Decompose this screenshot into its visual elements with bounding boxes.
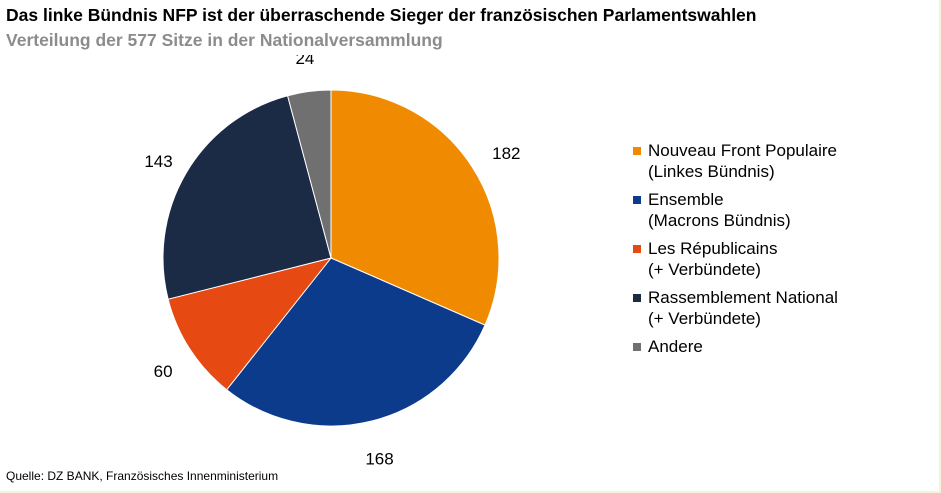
legend-item: Rassemblement National (+ Verbündete) <box>633 287 838 329</box>
chart-subtitle: Verteilung der 577 Sitze in der National… <box>6 30 443 50</box>
legend-label: Nouveau Front Populaire <box>648 141 838 160</box>
legend-label: Rassemblement National <box>648 288 838 307</box>
pie-slice <box>286 89 332 259</box>
legend-label: (Linkes Bündnis) <box>648 162 775 181</box>
slice-value-label: 143 <box>144 152 172 171</box>
legend-item: Les Républicains (+ Verbündete) <box>633 238 838 280</box>
legend-swatch <box>633 245 641 253</box>
pie-slice <box>330 89 500 326</box>
legend-label: (+ Verbündete) <box>648 309 761 328</box>
legend-label: Ensemble <box>648 190 724 209</box>
legend-swatch <box>633 294 641 302</box>
legend-label: Andere <box>648 337 703 356</box>
pie-slice <box>226 257 486 427</box>
legend-swatch <box>633 147 641 155</box>
legend-item: Nouveau Front Populaire (Linkes Bündnis) <box>633 140 838 182</box>
slice-value-label: 60 <box>154 362 173 381</box>
legend-label: (Macrons Bündnis) <box>648 211 791 230</box>
pie-slice <box>162 95 332 300</box>
pie-chart: 182 168 60 143 24 <box>144 55 520 465</box>
slice-value-label: 182 <box>492 144 520 163</box>
legend-item: Ensemble (Macrons Bündnis) <box>633 189 838 231</box>
slice-value-label: 24 <box>295 55 314 68</box>
legend-swatch <box>633 196 641 204</box>
legend-label: (+ Verbündete) <box>648 260 761 279</box>
pie-slice <box>167 257 333 391</box>
source-note: Quelle: DZ BANK, Französisches Innenmini… <box>6 469 279 483</box>
legend-swatch <box>633 343 641 351</box>
slice-value-label: 168 <box>365 450 393 465</box>
legend-item: Andere <box>633 336 838 357</box>
legend-label: Les Républicains <box>648 239 778 258</box>
chart-title: Das linke Bündnis NFP ist der überrasche… <box>6 5 757 25</box>
chart-legend: Nouveau Front Populaire (Linkes Bündnis) E… <box>633 140 838 364</box>
